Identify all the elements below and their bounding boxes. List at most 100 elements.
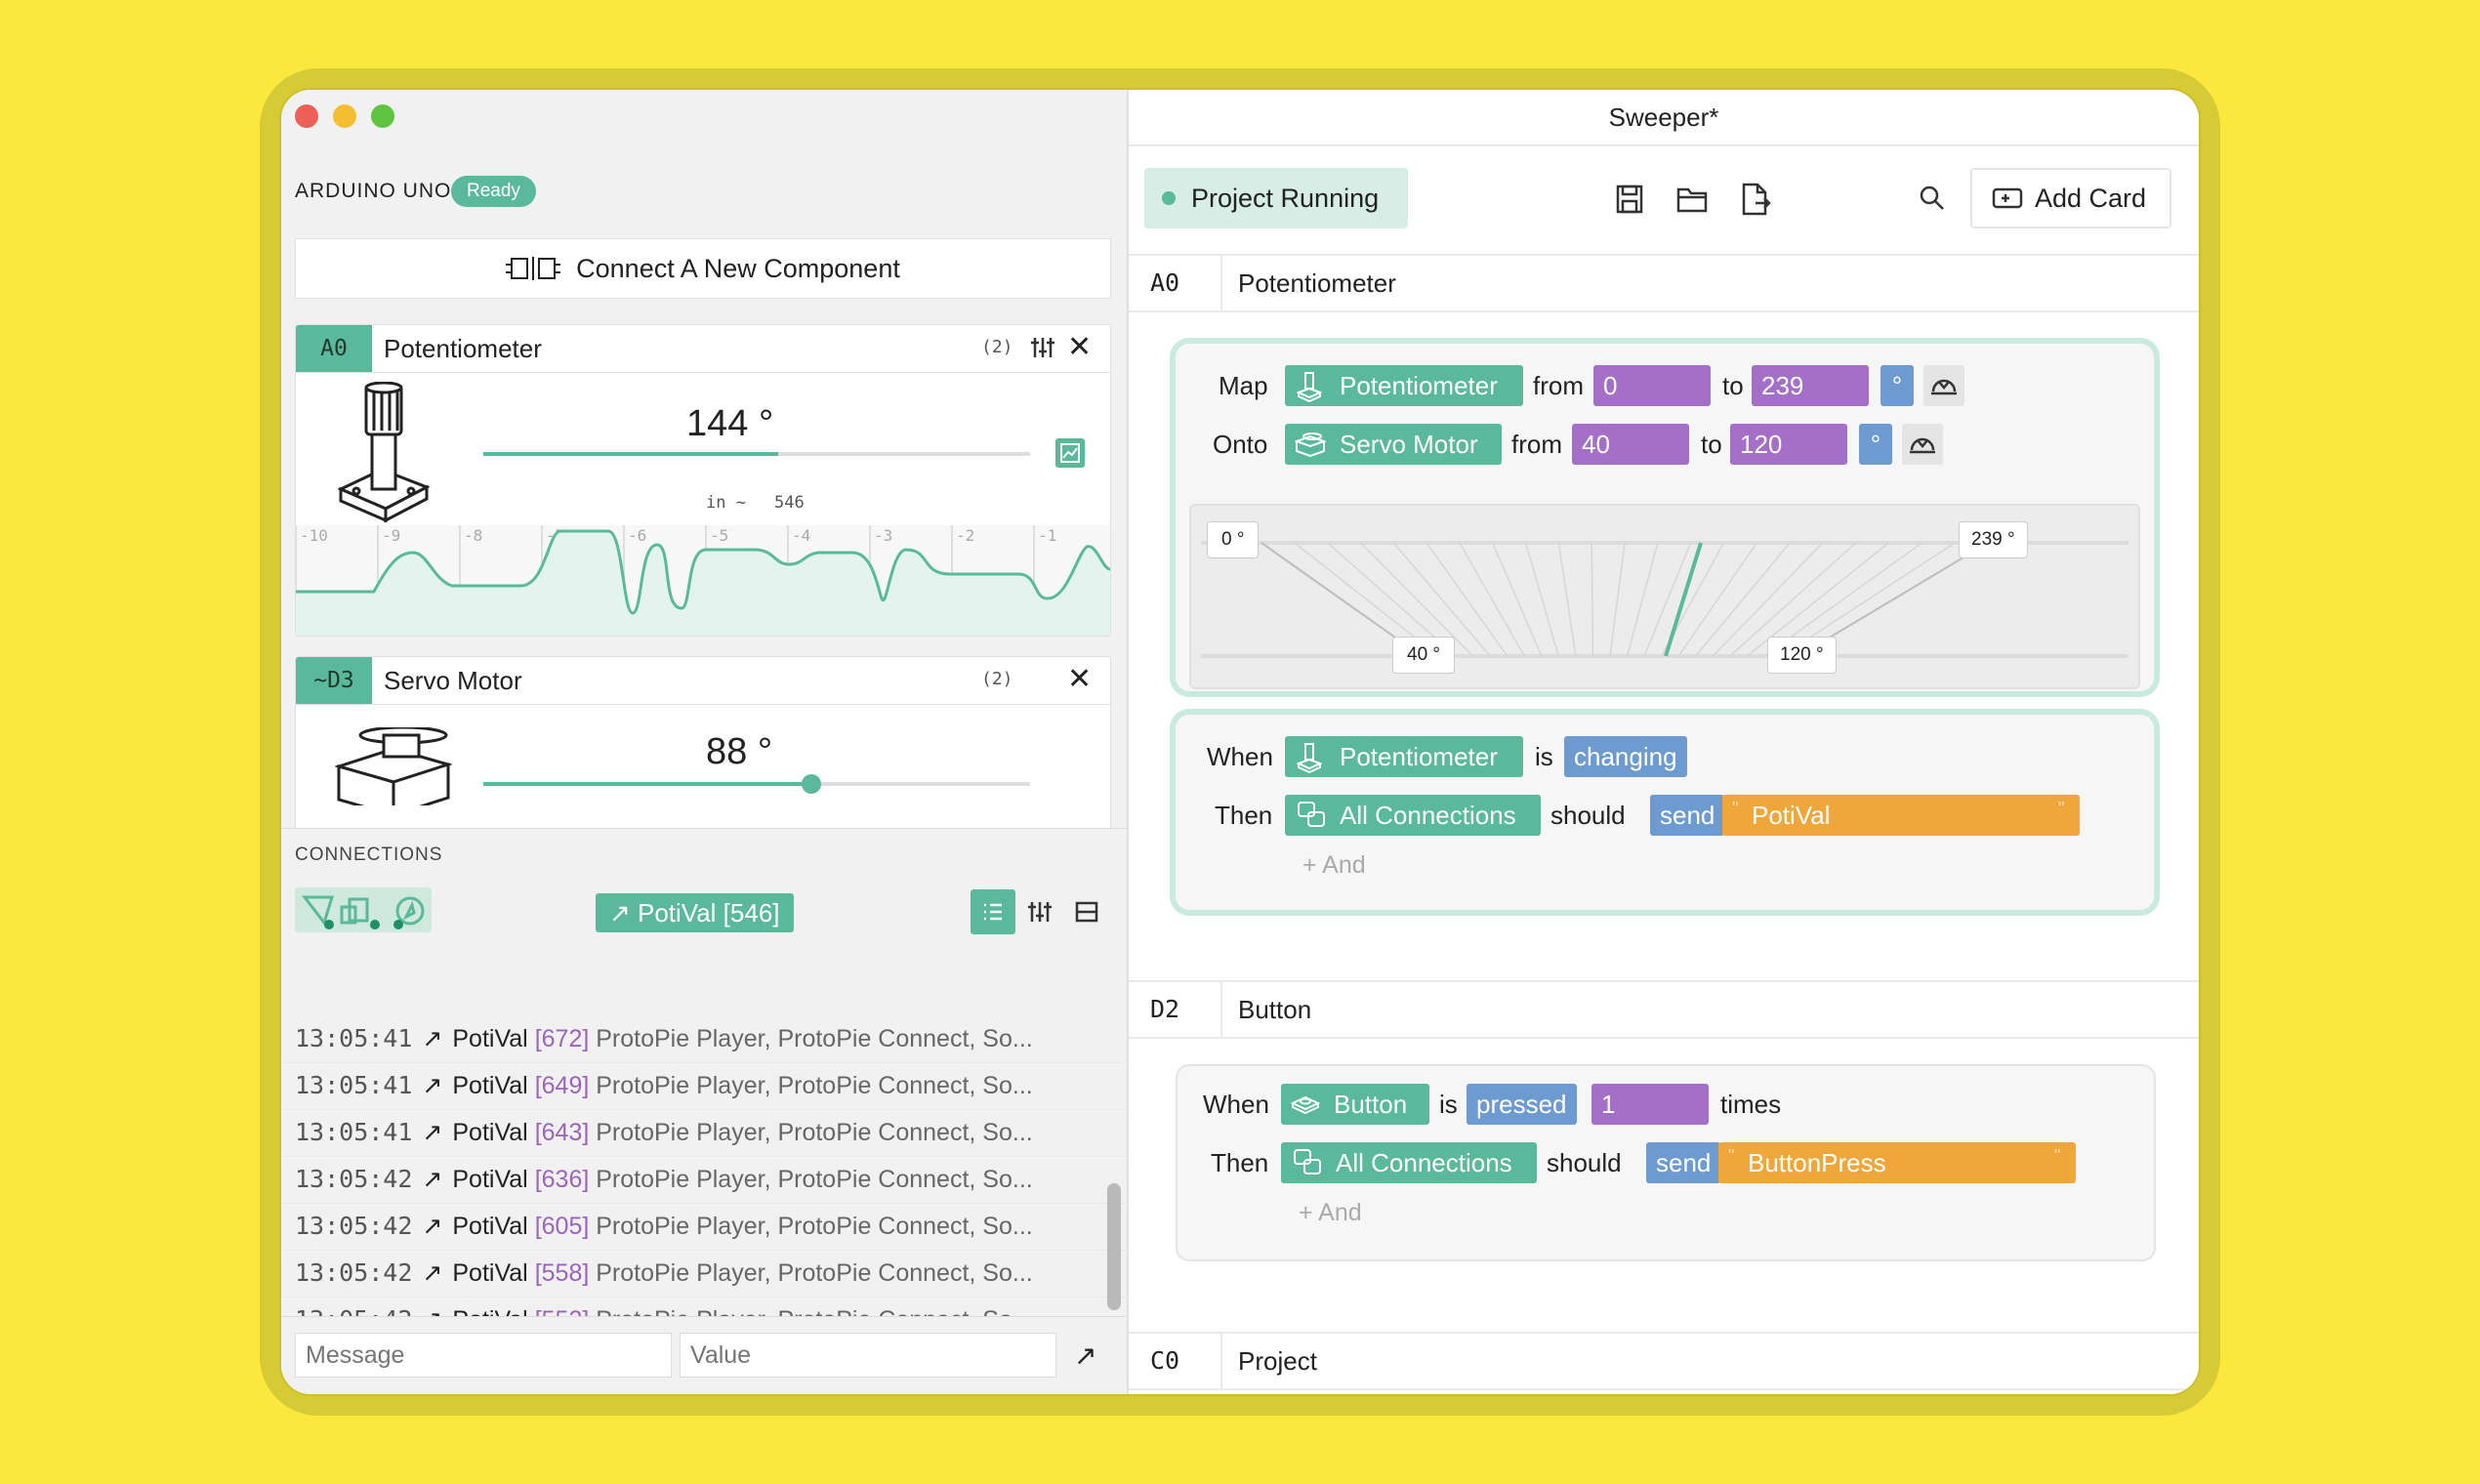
map-card[interactable]: Map Potentiometer from 0 to 239 ° Onto S… — [1170, 338, 2160, 697]
outgoing-arrow-icon: ↗ — [422, 1072, 443, 1099]
settings-sliders-icon[interactable] — [1030, 335, 1055, 365]
target-min-input[interactable]: 40 — [1572, 424, 1689, 465]
connection-targets[interactable] — [295, 887, 432, 932]
log-time: 13:05:41 — [295, 1071, 413, 1099]
potentiometer-illustration — [337, 382, 431, 523]
value-history-graph: -10-9-8-7-6-5-4-3-2-1 — [296, 525, 1110, 636]
close-icon[interactable]: ✕ — [1067, 663, 1093, 695]
connections-title: CONNECTIONS — [295, 845, 443, 865]
graph-tick-label: -1 — [1038, 526, 1056, 545]
trigger-state-chip[interactable]: changing — [1564, 736, 1687, 777]
message-input[interactable] — [295, 1333, 672, 1378]
log-value: [605] — [534, 1213, 590, 1240]
section-pin: C0 — [1150, 1346, 1180, 1375]
add-card-button[interactable]: Add Card — [1970, 168, 2171, 228]
add-card-icon — [1992, 187, 2023, 209]
log-row[interactable]: 13:05:41 ↗ PotiVal [672] ProtoPie Player, … — [281, 1015, 1127, 1063]
pin-badge: ~D3 — [296, 657, 372, 704]
close-window-button[interactable] — [295, 104, 318, 128]
action-target-chip[interactable]: All Connections — [1285, 795, 1541, 836]
mapping-line — [1677, 542, 1757, 657]
graph-tick-label: -2 — [956, 526, 974, 545]
action-chip[interactable]: send — [1650, 795, 1725, 836]
message-name-input[interactable]: PotiVal — [1722, 795, 2080, 836]
servo-slider-fill — [483, 782, 811, 786]
component-name: Potentiometer — [384, 334, 542, 363]
log-row[interactable]: 13:05:42 ↗ PotiVal [636] ProtoPie Player, … — [281, 1156, 1127, 1204]
log-time: 13:05:41 — [295, 1024, 413, 1052]
add-and-button[interactable]: + And — [1299, 1199, 1362, 1226]
list-icon — [984, 903, 1002, 921]
message-name-input[interactable]: ButtonPress — [1718, 1142, 2076, 1183]
save-icon[interactable] — [1615, 184, 1644, 215]
trigger-state-chip[interactable]: pressed — [1467, 1084, 1577, 1125]
source-component-chip[interactable]: Potentiometer — [1285, 365, 1523, 406]
list-view-button[interactable] — [971, 889, 1015, 934]
layout-icon[interactable] — [1074, 899, 1099, 929]
log-targets: ProtoPie Player, ProtoPie Connect, So... — [596, 1259, 1033, 1287]
source-max-input[interactable]: 239 — [1752, 365, 1869, 406]
value-input[interactable] — [680, 1333, 1056, 1378]
log-message: PotiVal — [452, 1213, 528, 1240]
log-row[interactable]: 13:05:41 ↗ PotiVal [649] ProtoPie Player, … — [281, 1062, 1127, 1110]
folder-icon[interactable] — [1675, 184, 1709, 215]
close-icon[interactable]: ✕ — [1067, 331, 1093, 363]
log-scrollbar[interactable] — [1107, 1183, 1121, 1310]
press-count-input[interactable]: 1 — [1591, 1084, 1709, 1125]
maximize-window-button[interactable] — [371, 104, 394, 128]
minimize-window-button[interactable] — [333, 104, 356, 128]
mapping-line — [1609, 542, 1626, 657]
log-row[interactable]: 13:05:42 ↗ PotiVal [605] ProtoPie Player, … — [281, 1203, 1127, 1251]
target-component-chip[interactable]: Servo Motor — [1285, 424, 1502, 465]
graph-tick-label: -5 — [710, 526, 728, 545]
to-label: to — [1701, 430, 1722, 459]
log-row[interactable]: 13:05:41 ↗ PotiVal [643] ProtoPie Player, … — [281, 1109, 1127, 1157]
chart-icon — [1060, 443, 1080, 463]
connections-icon — [1298, 802, 1325, 827]
search-icon[interactable] — [1918, 184, 1947, 213]
log-time: 13:05:42 — [295, 1212, 413, 1240]
log-message: PotiVal — [452, 1072, 528, 1099]
potentiometer-rule-card[interactable]: When Potentiometer is changing Then All … — [1170, 709, 2160, 916]
times-label: times — [1720, 1090, 1782, 1119]
mapping-line — [1729, 542, 1857, 657]
outgoing-arrow-icon: ↗ — [422, 1213, 443, 1240]
outgoing-arrow-icon: ↗ — [422, 1025, 443, 1052]
target-max-input[interactable]: 120 — [1730, 424, 1847, 465]
section-pin: A0 — [1150, 268, 1180, 297]
swap-range-icon[interactable] — [1923, 365, 1964, 406]
running-dot-icon — [1162, 191, 1176, 205]
potentiometer-icon — [1297, 743, 1322, 773]
servo-slider-handle[interactable] — [802, 774, 821, 794]
log-time: 13:05:42 — [295, 1258, 413, 1287]
button-rule-card[interactable]: When Button is pressed 1 times Then All … — [1176, 1064, 2156, 1261]
graph-toggle-button[interactable] — [1055, 438, 1085, 468]
mapping-line — [1426, 542, 1509, 657]
source-min-input[interactable]: 0 — [1593, 365, 1711, 406]
section-header-potentiometer: A0 Potentiometer — [1129, 254, 2199, 312]
mapping-line — [1392, 542, 1491, 657]
send-arrow-icon[interactable]: ↗ — [1074, 1340, 1097, 1371]
log-targets: ProtoPie Player, ProtoPie Connect, So... — [596, 1166, 1033, 1193]
active-message-chip[interactable]: ↗ PotiVal [546] — [596, 893, 794, 932]
target-unit-chip[interactable]: ° — [1859, 424, 1892, 465]
action-chip[interactable]: send — [1646, 1142, 1721, 1183]
potentiometer-icon — [1297, 372, 1322, 402]
log-value: [643] — [534, 1119, 590, 1146]
from-label: from — [1511, 430, 1562, 459]
trigger-component-chip[interactable]: Potentiometer — [1285, 736, 1523, 777]
to-label: to — [1722, 371, 1744, 400]
add-and-button[interactable]: + And — [1302, 851, 1366, 879]
export-icon[interactable] — [1740, 182, 1771, 217]
project-running-button[interactable]: Project Running — [1144, 168, 1408, 228]
section-header-project: C0 Project — [1129, 1332, 2199, 1390]
status-badge: Ready — [451, 176, 536, 207]
connect-component-button[interactable]: Connect A New Component — [295, 238, 1111, 299]
outgoing-arrow-icon: ↗ — [422, 1166, 443, 1193]
filter-sliders-icon[interactable] — [1027, 899, 1053, 929]
source-unit-chip[interactable]: ° — [1881, 365, 1914, 406]
servo-value: 88 ° — [706, 731, 773, 772]
action-target-chip[interactable]: All Connections — [1281, 1142, 1537, 1183]
log-row[interactable]: 13:05:42 ↗ PotiVal [558] ProtoPie Player, … — [281, 1250, 1127, 1298]
swap-range-icon[interactable] — [1902, 424, 1943, 465]
